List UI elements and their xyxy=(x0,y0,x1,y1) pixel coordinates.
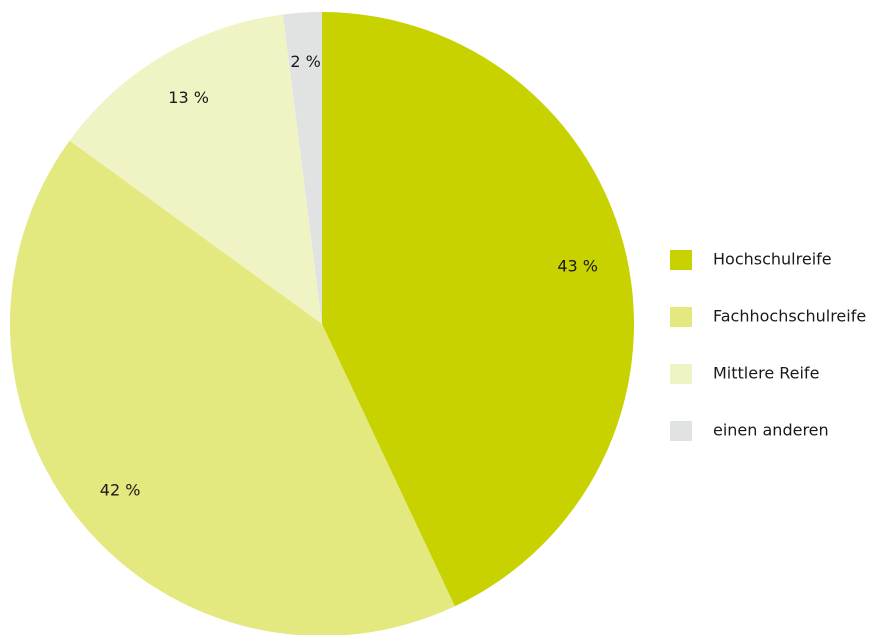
pie-slice xyxy=(69,14,322,325)
data-label: 2 % xyxy=(290,52,320,71)
pie-slice xyxy=(322,12,634,607)
pie-slice xyxy=(10,140,455,635)
legend-swatch xyxy=(670,307,692,327)
legend-label: Fachhochschulreife xyxy=(713,307,866,326)
data-label: 13 % xyxy=(168,88,209,107)
data-label: 42 % xyxy=(100,481,141,500)
legend-label: einen anderen xyxy=(713,421,829,440)
legend-swatch xyxy=(670,250,692,270)
legend-label: Mittlere Reife xyxy=(713,364,819,383)
legend-label: Hochschulreife xyxy=(713,250,832,269)
data-label: 43 % xyxy=(557,256,598,275)
legend-swatch xyxy=(670,364,692,384)
legend-swatch xyxy=(670,421,692,441)
pie-slice xyxy=(282,12,322,324)
